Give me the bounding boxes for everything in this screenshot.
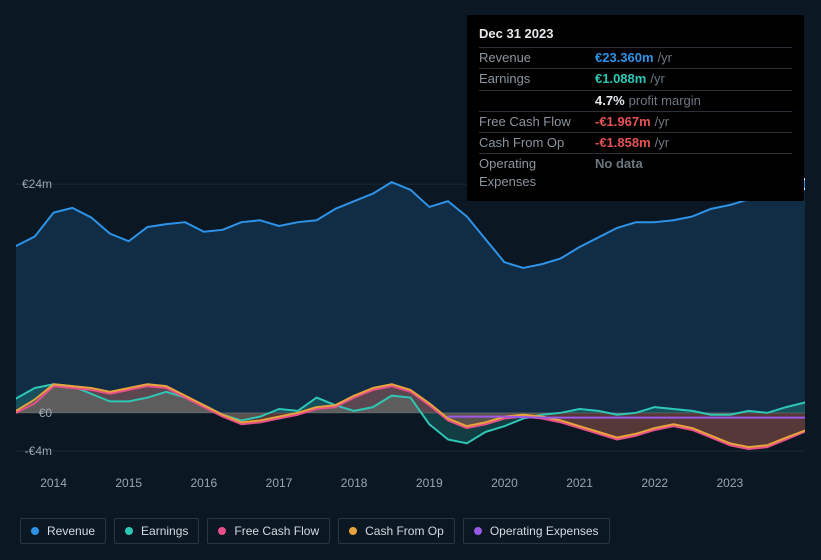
legend-color-dot: [31, 527, 39, 535]
x-axis-label: 2014: [40, 476, 67, 490]
tooltip-metric-value: -€1.967m: [595, 113, 651, 131]
tooltip-row: Revenue€23.360m/yr: [479, 47, 792, 68]
x-axis-label: 2017: [266, 476, 293, 490]
tooltip-metric-value: €23.360m: [595, 49, 654, 67]
tooltip-metric-label: Operating Expenses: [479, 155, 595, 191]
y-axis-label: €24m: [12, 177, 52, 191]
x-axis-label: 2023: [716, 476, 743, 490]
tooltip-metric-value: 4.7%: [595, 92, 625, 110]
y-axis-label: €0: [12, 406, 52, 420]
x-axis-label: 2020: [491, 476, 518, 490]
legend-item[interactable]: Revenue: [20, 518, 106, 544]
legend-label: Revenue: [47, 524, 95, 538]
tooltip-metric-value: -€1.858m: [595, 134, 651, 152]
tooltip-metric-unit: /yr: [650, 70, 664, 88]
chart-plot-area[interactable]: €24m€0-€4m201420152016201720182019202020…: [16, 165, 805, 470]
tooltip-row: Free Cash Flow-€1.967m/yr: [479, 111, 792, 132]
legend-color-dot: [125, 527, 133, 535]
tooltip-metric-unit: /yr: [655, 113, 669, 131]
tooltip-title: Dec 31 2023: [479, 23, 792, 47]
x-axis-label: 2015: [115, 476, 142, 490]
legend-label: Free Cash Flow: [234, 524, 319, 538]
tooltip-row: Earnings€1.088m/yr: [479, 68, 792, 89]
tooltip-metric-unit: /yr: [658, 49, 672, 67]
legend-item[interactable]: Cash From Op: [338, 518, 455, 544]
chart-legend: Revenue Earnings Free Cash Flow Cash From O…: [20, 518, 610, 544]
chart-svg: [16, 165, 805, 470]
legend-color-dot: [218, 527, 226, 535]
legend-color-dot: [474, 527, 482, 535]
tooltip-row: Cash From Op-€1.858m/yr: [479, 132, 792, 153]
tooltip-row: 4.7%profit margin: [479, 90, 792, 111]
legend-item[interactable]: Free Cash Flow: [207, 518, 330, 544]
legend-item[interactable]: Operating Expenses: [463, 518, 610, 544]
y-axis-label: -€4m: [12, 444, 52, 458]
x-axis-label: 2021: [566, 476, 593, 490]
legend-label: Operating Expenses: [490, 524, 599, 538]
x-axis-label: 2016: [190, 476, 217, 490]
tooltip-metric-label: [479, 92, 595, 110]
tooltip-metric-label: Free Cash Flow: [479, 113, 595, 131]
x-axis-label: 2018: [341, 476, 368, 490]
legend-label: Cash From Op: [365, 524, 444, 538]
tooltip-metric-label: Revenue: [479, 49, 595, 67]
tooltip-metric-unit: /yr: [655, 134, 669, 152]
legend-color-dot: [349, 527, 357, 535]
x-axis-label: 2019: [416, 476, 443, 490]
x-axis-label: 2022: [641, 476, 668, 490]
tooltip-metric-value: €1.088m: [595, 70, 646, 88]
tooltip-metric-unit: profit margin: [629, 92, 701, 110]
chart-tooltip: Dec 31 2023Revenue€23.360m/yrEarnings€1.…: [467, 15, 804, 201]
tooltip-metric-label: Cash From Op: [479, 134, 595, 152]
legend-label: Earnings: [141, 524, 188, 538]
tooltip-metric-label: Earnings: [479, 70, 595, 88]
tooltip-row: Operating ExpensesNo data: [479, 153, 792, 192]
tooltip-metric-value: No data: [595, 155, 643, 191]
legend-item[interactable]: Earnings: [114, 518, 199, 544]
